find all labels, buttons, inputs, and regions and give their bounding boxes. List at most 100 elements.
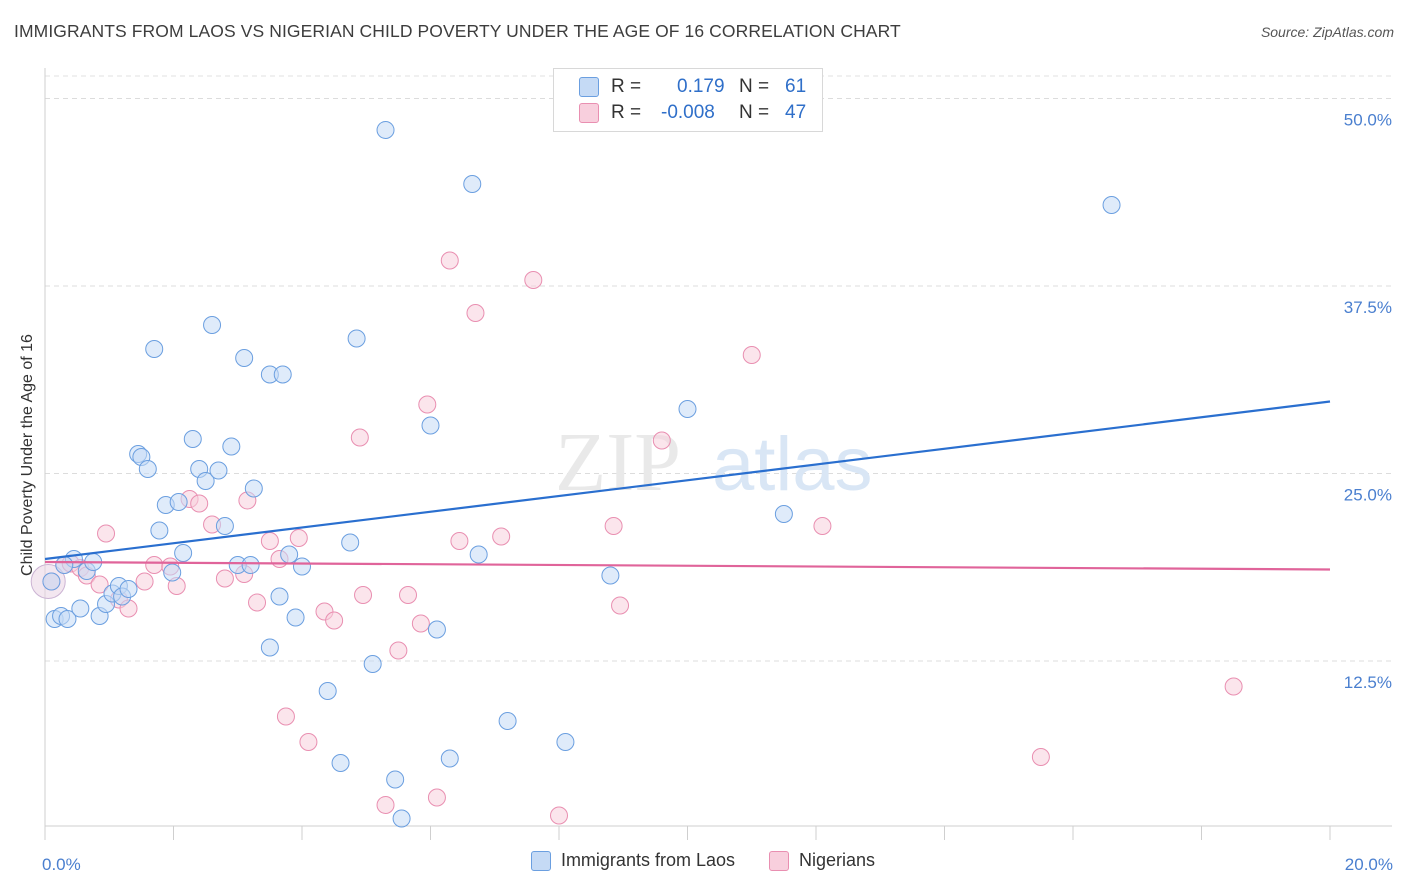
laos-point-49 <box>427 620 446 639</box>
n-label: N = <box>739 102 770 123</box>
laos-point-26 <box>209 461 228 480</box>
legend-label-nigerians: Nigerians <box>799 850 876 870</box>
laos-point-22 <box>183 430 202 448</box>
laos-point-57 <box>774 505 793 523</box>
laos-point-44 <box>363 655 382 673</box>
laos-point-41 <box>331 754 350 772</box>
laos-point-56 <box>678 400 697 418</box>
laos-point-30 <box>235 349 254 367</box>
legend-label-laos: Immigrants from Laos <box>560 850 735 870</box>
watermark-atlas: atlas <box>712 422 873 507</box>
nigerians-point-24 <box>299 733 318 751</box>
legend-item-nigerians[interactable]: Nigerians <box>769 850 875 871</box>
nigerians-point-37 <box>466 304 485 322</box>
laos-point-31 <box>241 556 260 574</box>
laos-point-60 <box>55 556 74 574</box>
laos-point-51 <box>463 175 482 193</box>
series-laos-points <box>42 121 1121 828</box>
nigerians-point-36 <box>450 532 469 550</box>
nigerians-point-28 <box>354 586 373 604</box>
nigerians-point-31 <box>399 586 418 604</box>
tick-labels: 12.5% 25.0% 37.5% 50.0% 0.0% 20.0% <box>42 111 1393 875</box>
laos-point-50 <box>440 749 459 768</box>
laos-point-40 <box>318 682 337 700</box>
laos-point-32 <box>244 479 263 498</box>
n-label: N = <box>739 76 770 97</box>
laos-point-39 <box>293 557 311 576</box>
y-tick-label-0: 12.5% <box>1344 673 1392 692</box>
nigerians-trend-line <box>44 560 1331 571</box>
y-tick-label-1: 25.0% <box>1344 486 1392 505</box>
nigerians-point-34 <box>427 788 446 807</box>
nigerians-point-43 <box>652 431 671 450</box>
nigerians-point-14 <box>190 494 209 513</box>
laos-point-19 <box>163 563 182 582</box>
y-tick-label-3: 50.0% <box>1344 111 1392 130</box>
stats-row-laos: R = 0.179 N = 61 <box>579 74 806 100</box>
laos-point-43 <box>347 329 366 348</box>
laos-point-36 <box>273 365 292 384</box>
nigerians-point-47 <box>1224 677 1243 696</box>
nigerians-point-20 <box>260 532 279 550</box>
nigerians-point-27 <box>350 428 369 447</box>
laos-point-12 <box>119 580 138 598</box>
laos-point-38 <box>286 608 305 627</box>
laos-point-54 <box>556 733 575 751</box>
r-label: R = <box>611 102 642 123</box>
laos-point-25 <box>203 316 222 334</box>
x-tick-label-0: 0.0% <box>42 855 81 874</box>
laos-point-45 <box>376 121 395 139</box>
nigerians-point-30 <box>389 641 408 660</box>
nigerians-point-6 <box>97 524 116 543</box>
nigerians-point-44 <box>742 346 761 364</box>
laos-point-53 <box>498 712 517 730</box>
legend-swatch-nigerians <box>769 850 789 871</box>
laos-point-17 <box>150 521 169 540</box>
nigerians-point-29 <box>376 796 395 814</box>
nigerians-point-32 <box>411 614 430 633</box>
laos-point-16 <box>145 340 164 358</box>
nigerians-point-16 <box>215 569 234 588</box>
laos-point-2 <box>58 610 77 628</box>
nigerians-point-10 <box>145 556 164 574</box>
laos-point-55 <box>601 566 620 585</box>
laos-point-4 <box>71 599 90 618</box>
nigerians-point-9 <box>135 572 154 591</box>
laos-r-value: 0.179 <box>677 76 725 97</box>
nigerians-point-40 <box>550 806 568 825</box>
laos-point-28 <box>222 437 241 456</box>
bottom-legend: Immigrants from Laos Nigerians <box>0 850 1406 871</box>
nigerians-point-45 <box>813 517 832 535</box>
nigerians-point-19 <box>248 593 267 612</box>
laos-point-33 <box>260 638 279 657</box>
laos-n-value: 61 <box>785 76 807 97</box>
nigerians-point-35 <box>440 251 459 270</box>
nigerians-point-42 <box>611 596 630 615</box>
nigerians-point-26 <box>325 611 344 630</box>
nigerians-point-39 <box>524 271 543 289</box>
laos-trend-line <box>44 400 1331 561</box>
nigerians-point-46 <box>1031 748 1050 766</box>
laos-point-58 <box>1102 196 1121 214</box>
nigerians-point-41 <box>604 517 623 535</box>
laos-point-20 <box>169 493 188 511</box>
r-label: R = <box>611 76 642 97</box>
trend-lines <box>44 400 1331 571</box>
laos-point-24 <box>196 472 215 490</box>
laos-point-47 <box>392 809 411 828</box>
nigerians-point-23 <box>289 529 308 547</box>
nigerians-r-value: -0.008 <box>661 102 715 123</box>
axes <box>44 68 1392 840</box>
legend-item-laos[interactable]: Immigrants from Laos <box>530 850 735 871</box>
laos-point-59 <box>42 572 61 591</box>
laos-swatch <box>579 77 599 97</box>
laos-point-48 <box>421 416 440 435</box>
y-tick-label-2: 37.5% <box>1344 298 1392 317</box>
nigerians-swatch <box>579 103 599 123</box>
laos-point-27 <box>215 517 234 535</box>
stats-row-nigerians: R = -0.008 N = 47 <box>579 100 806 126</box>
laos-point-15 <box>138 460 157 478</box>
laos-point-46 <box>386 770 405 789</box>
laos-point-42 <box>341 533 360 552</box>
